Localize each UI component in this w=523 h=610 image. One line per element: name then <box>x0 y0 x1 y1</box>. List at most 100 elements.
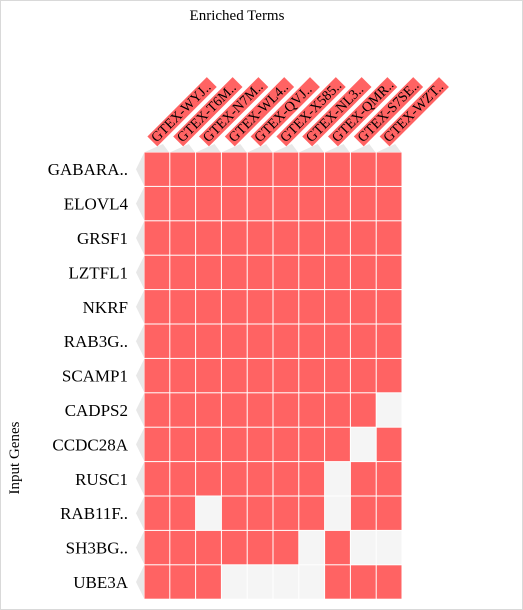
heatmap-cell <box>376 393 402 427</box>
column-label-ribbon <box>353 77 424 147</box>
heatmap-cell <box>299 393 325 427</box>
heatmap-cell <box>196 152 221 186</box>
heatmap-cell <box>299 427 325 462</box>
heatmap-cell <box>350 152 376 186</box>
heatmap-cell <box>299 462 325 496</box>
heatmap-cell <box>247 462 273 496</box>
heatmap-cell <box>144 290 170 324</box>
heatmap-cell <box>299 290 325 324</box>
heatmap-cell <box>170 462 196 496</box>
heatmap-cell <box>299 530 325 565</box>
row-label: RAB3G.. <box>64 332 128 351</box>
heatmap-cell <box>325 427 350 462</box>
heatmap-cells <box>144 152 402 600</box>
heatmap-cell <box>221 152 247 186</box>
heatmap-cell <box>196 186 221 221</box>
heatmap-cell <box>273 427 299 462</box>
heatmap-cell <box>247 221 273 255</box>
heatmap-cell <box>144 393 170 427</box>
heatmap-cell <box>273 324 299 358</box>
row-label: LZTFL1 <box>69 263 129 282</box>
heatmap-cell <box>196 221 221 255</box>
heatmap-cell <box>350 427 376 462</box>
row-label: GABARA.. <box>48 160 128 179</box>
heatmap-cell <box>221 358 247 393</box>
heatmap-cell <box>170 152 196 186</box>
column-label-ribbon <box>302 77 372 147</box>
heatmap-cell <box>325 221 350 255</box>
heatmap-cell <box>325 152 350 186</box>
row-label-tab <box>136 531 144 564</box>
heatmap-cell <box>350 221 376 255</box>
heatmap-cell <box>221 186 247 221</box>
heatmap-cell <box>350 393 376 427</box>
column-label-ribbon <box>173 77 243 147</box>
row-label: UBE3A <box>73 573 129 592</box>
heatmap-cell <box>170 530 196 565</box>
heatmap-cell <box>376 324 402 358</box>
heatmap-cell <box>144 358 170 393</box>
heatmap-cell <box>299 324 325 358</box>
heatmap-cell <box>221 565 247 599</box>
heatmap-cell <box>299 152 325 186</box>
row-label: CCDC28A <box>52 435 128 454</box>
heatmap-cell <box>376 152 402 186</box>
heatmap-cell <box>170 221 196 255</box>
row-label-tab <box>136 393 144 427</box>
heatmap-cell <box>144 462 170 496</box>
heatmap-cell <box>350 290 376 324</box>
heatmap-cell <box>325 358 350 393</box>
heatmap-cell <box>350 255 376 290</box>
heatmap-cell <box>144 496 170 530</box>
heatmap-cell <box>299 565 325 599</box>
heatmap-cell <box>221 427 247 462</box>
heatmap-cell <box>376 530 402 565</box>
column-label-ribbon <box>379 77 449 147</box>
heatmap-cell <box>350 496 376 530</box>
column-label-tab <box>325 144 350 152</box>
heatmap-cell <box>325 462 350 496</box>
heatmap-cell <box>299 358 325 393</box>
heatmap-cell <box>273 462 299 496</box>
heatmap-cell <box>221 530 247 565</box>
heatmap-cell <box>273 393 299 427</box>
row-label: RUSC1 <box>75 470 128 489</box>
column-label-tab <box>170 144 195 152</box>
heatmap-cell <box>376 290 402 324</box>
column-label-ribbon <box>276 77 346 147</box>
heatmap-cell <box>273 565 299 599</box>
heatmap-cell <box>273 358 299 393</box>
row-label: RAB11F.. <box>60 504 128 523</box>
heatmap-cell <box>196 290 221 324</box>
heatmap-cell <box>350 565 376 599</box>
heatmap-cell <box>247 565 273 599</box>
heatmap-cell <box>247 530 273 565</box>
column-labels: GTEX-WYJ..GTEX-T6M..GTEX-N7M..GTEX-WL4..… <box>145 77 449 152</box>
heatmap-cell <box>196 496 221 530</box>
heatmap-cell <box>144 186 170 221</box>
heatmap-cell <box>273 186 299 221</box>
heatmap-cell <box>247 290 273 324</box>
heatmap-cell <box>376 186 402 221</box>
row-label-tab <box>136 153 144 186</box>
heatmap-cell <box>376 462 402 496</box>
heatmap-cell <box>221 324 247 358</box>
heatmap-cell <box>247 255 273 290</box>
heatmap-cell <box>196 255 221 290</box>
heatmap-cell <box>325 530 350 565</box>
heatmap-cell <box>196 530 221 565</box>
heatmap-cell <box>170 358 196 393</box>
heatmap-cell <box>325 255 350 290</box>
heatmap-cell <box>170 565 196 599</box>
heatmap-cell <box>350 358 376 393</box>
row-label: GRSF1 <box>77 229 128 248</box>
heatmap-cell <box>144 152 170 186</box>
row-label: SCAMP1 <box>62 367 128 386</box>
row-label: SH3BG.. <box>66 539 128 558</box>
heatmap-cell <box>299 221 325 255</box>
heatmap-cell <box>376 358 402 393</box>
row-label-tab <box>136 187 144 220</box>
heatmap-cell <box>376 221 402 255</box>
column-label-tab <box>196 144 221 152</box>
